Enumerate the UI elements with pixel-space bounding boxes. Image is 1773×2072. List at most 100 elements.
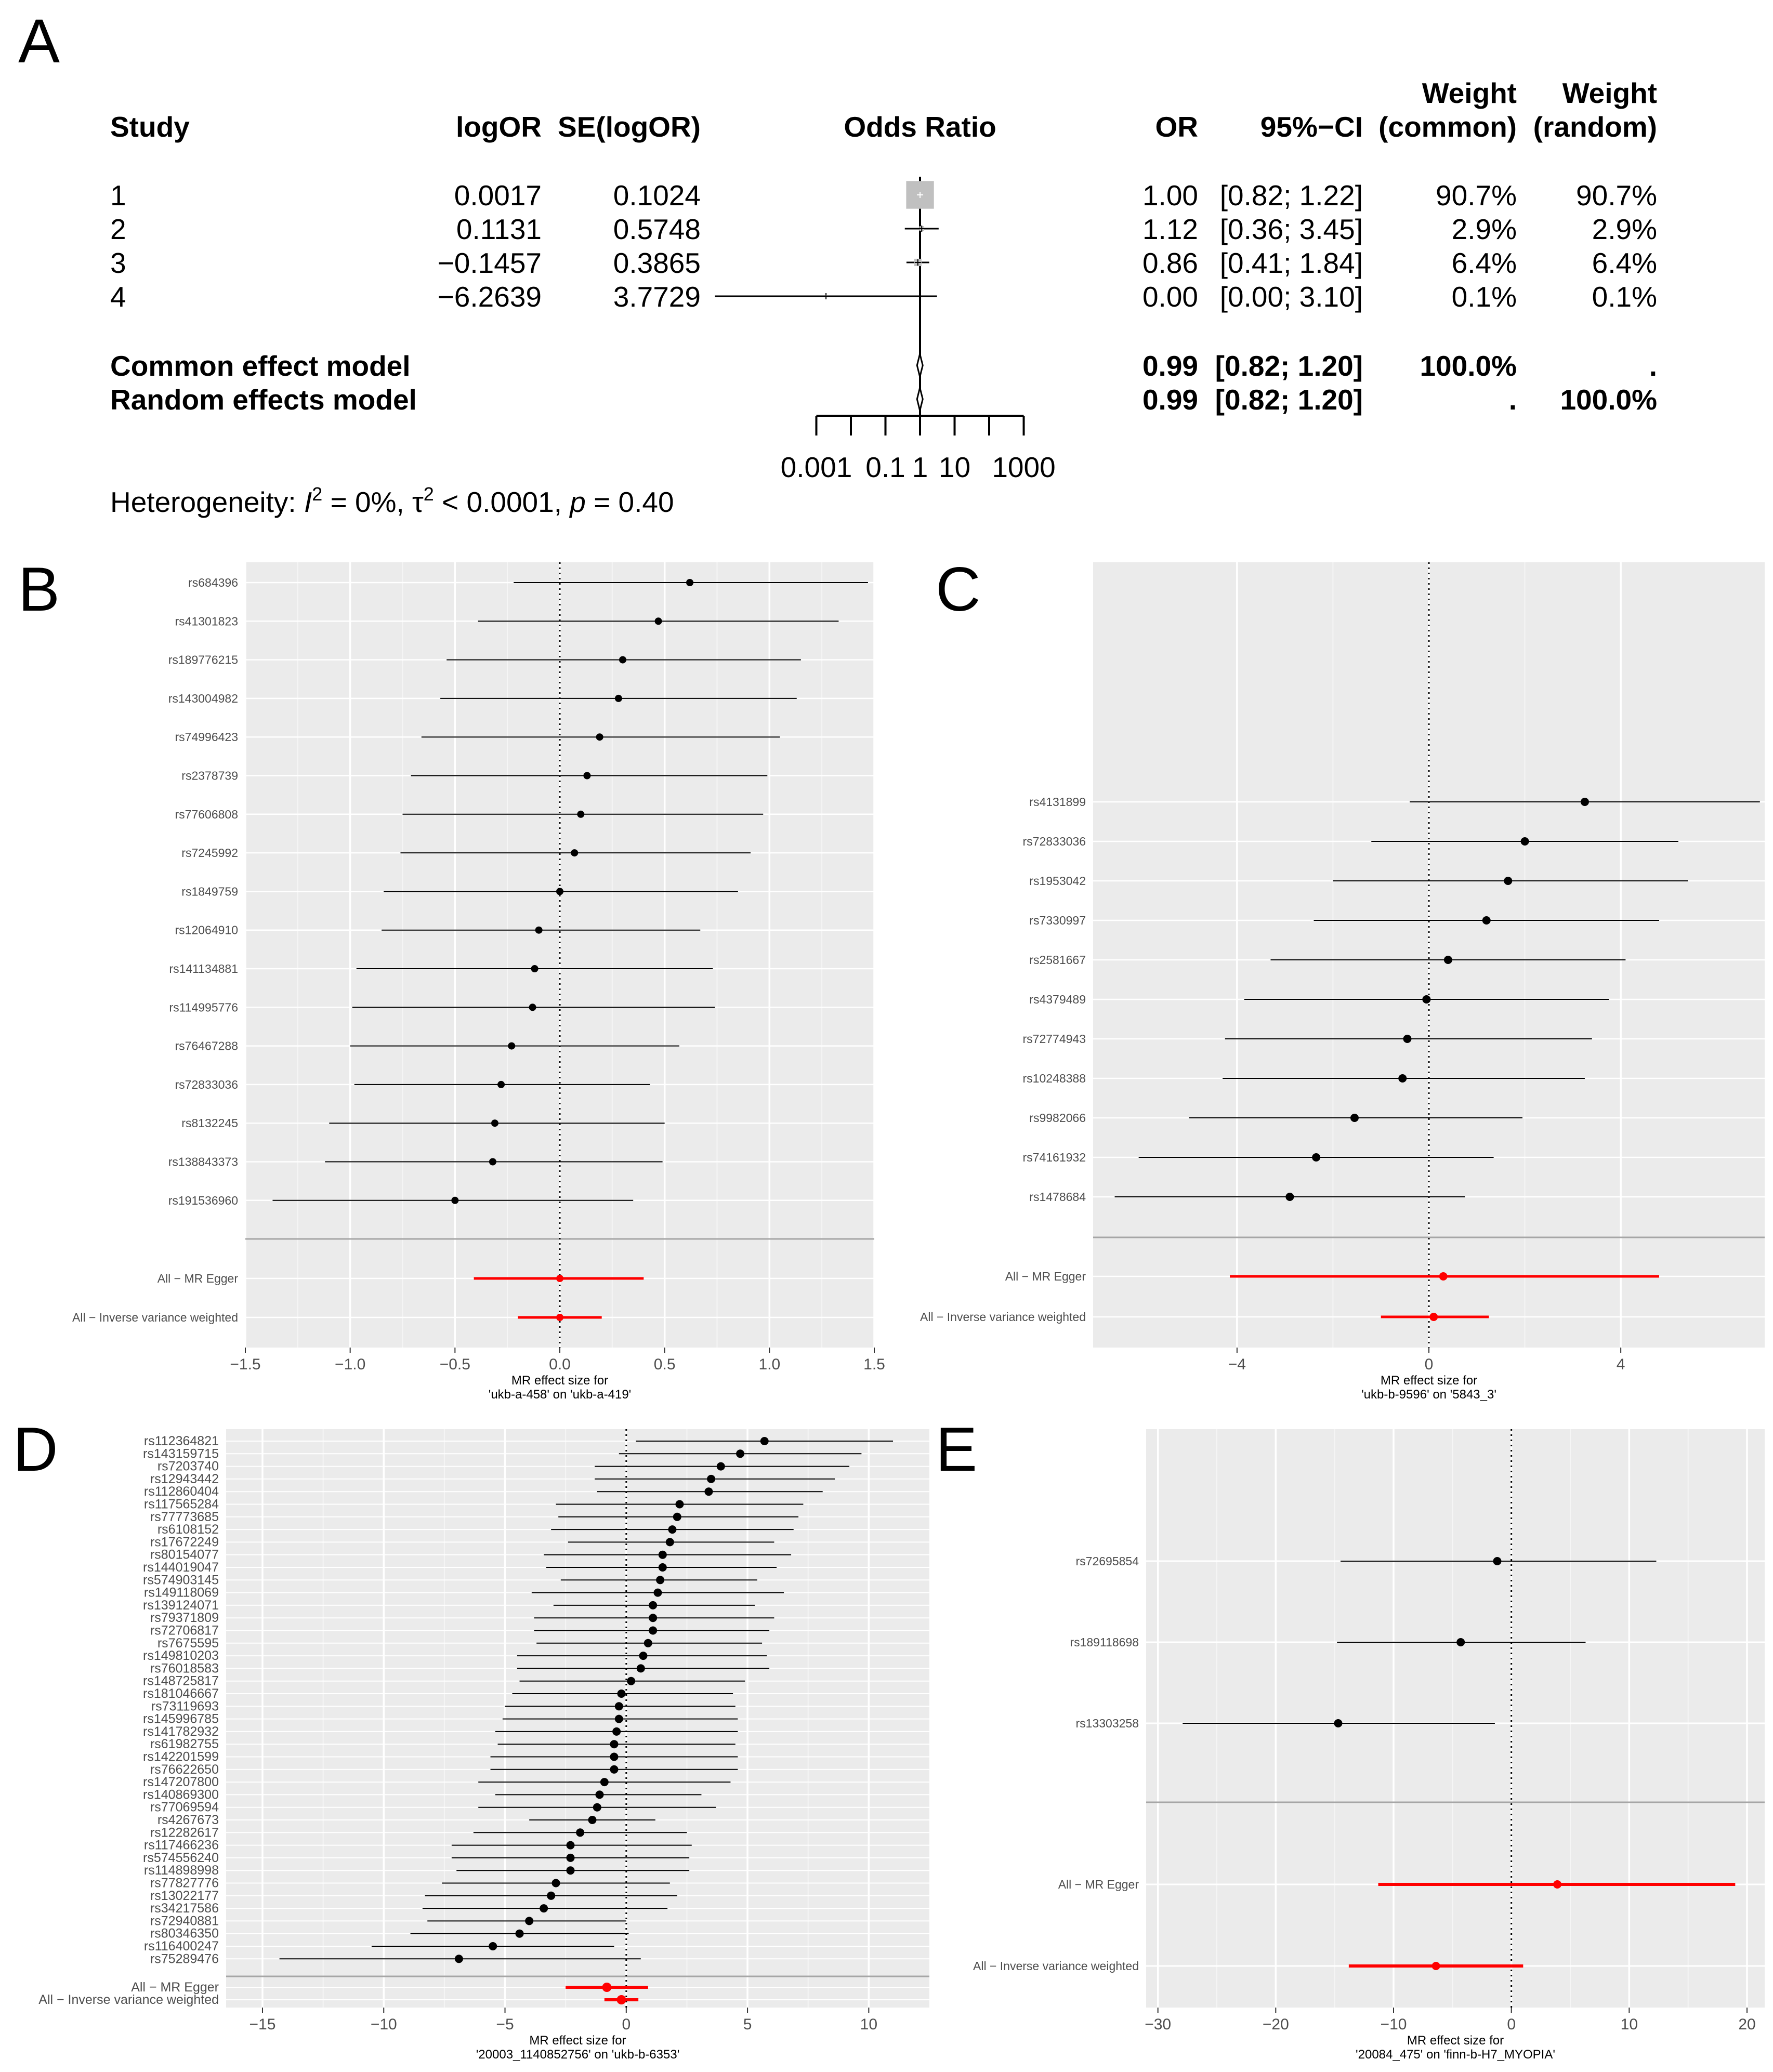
snp-estimate-point [593, 1803, 601, 1812]
snp-label: rs77827776 [150, 1876, 219, 1891]
x-axis-title: MR effect size for [1381, 1374, 1477, 1388]
model-name: Common effect model [110, 350, 411, 382]
snp-estimate-point [760, 1437, 769, 1445]
summary-label: All − MR Egger [157, 1272, 239, 1285]
study-logor: −6.2639 [438, 281, 542, 313]
snp-label: rs112860404 [144, 1484, 219, 1499]
snp-label: rs141782932 [143, 1724, 219, 1739]
x-tick-label: −10 [1381, 2016, 1407, 2033]
snp-label: rs80346350 [150, 1926, 219, 1941]
x-tick-label: −15 [249, 2016, 276, 2033]
snp-estimate-point [491, 1119, 498, 1127]
snp-estimate-point [649, 1626, 658, 1635]
x-tick-label: 0 [1425, 1356, 1434, 1373]
snp-label: rs1478684 [1029, 1190, 1086, 1204]
snp-label: rs76622650 [150, 1762, 219, 1777]
snp-label: rs141134881 [169, 962, 238, 975]
model-or: 0.99 [1142, 350, 1198, 382]
study-id: 4 [110, 281, 126, 313]
study-weight-common: 90.7% [1436, 179, 1517, 212]
heterogeneity-i-superscript: 2 [312, 483, 322, 505]
model-ci: [0.82; 1.20] [1215, 350, 1363, 382]
snp-estimate-point [489, 1942, 497, 1950]
x-tick-label: 1.0 [758, 1356, 780, 1373]
snp-label: rs4267673 [157, 1813, 219, 1827]
study-se: 0.1024 [613, 179, 701, 212]
snp-estimate-point [497, 1080, 505, 1088]
snp-estimate-point [612, 1727, 621, 1736]
header-se-logor: SE(logOR) [558, 111, 701, 143]
study-weight-random: 6.4% [1592, 247, 1657, 279]
snp-estimate-point [577, 810, 585, 818]
snp-estimate-point [614, 1702, 623, 1711]
snp-estimate-point [649, 1601, 658, 1609]
study-weight-common: 2.9% [1452, 213, 1517, 245]
study-weight-common: 0.1% [1452, 281, 1517, 313]
snp-label: rs117466236 [144, 1838, 219, 1853]
summary-estimate-point [1431, 1962, 1440, 1970]
snp-label: rs34217586 [150, 1901, 219, 1916]
snp-estimate-point [610, 1740, 619, 1749]
x-tick-label: −1.0 [335, 1356, 365, 1373]
summary-label: All − Inverse variance weighted [973, 1959, 1139, 1973]
panel-label-b: B [18, 555, 60, 624]
x-axis-title: MR effect size for [1407, 2034, 1504, 2048]
study-ci: [0.00; 3.10] [1220, 281, 1363, 313]
snp-label: rs191536960 [168, 1194, 238, 1207]
study-or: 1.12 [1142, 213, 1198, 245]
snp-label: rs116400247 [144, 1939, 219, 1954]
study-weight-random: 0.1% [1592, 281, 1657, 313]
snp-label: rs4379489 [1029, 993, 1086, 1006]
model-weight-common: 100.0% [1420, 350, 1517, 382]
header-weight-common-top: Weight [1422, 77, 1517, 109]
snp-label: rs80154077 [150, 1548, 219, 1562]
snp-estimate-point [614, 1714, 623, 1723]
snp-estimate-point [1334, 1719, 1343, 1727]
x-tick-label: 4 [1617, 1356, 1625, 1373]
heterogeneity-prefix: Heterogeneity: [110, 486, 304, 518]
snp-label: rs139124071 [143, 1598, 219, 1613]
snp-estimate-point [639, 1652, 648, 1660]
heterogeneity-tau-value: < 0.0001, [434, 486, 570, 518]
snp-estimate-point [619, 656, 626, 664]
summary-estimate-point [616, 1995, 626, 2004]
snp-label: rs72833036 [175, 1078, 239, 1091]
summary-estimate-point [1553, 1880, 1562, 1889]
snp-label: rs684396 [188, 576, 238, 589]
study-logor: −0.1457 [438, 247, 542, 279]
summary-label: All − MR Egger [131, 1980, 219, 1995]
snp-estimate-point [489, 1158, 496, 1166]
study-se: 3.7729 [613, 281, 701, 313]
snp-estimate-point [658, 1563, 667, 1572]
snp-estimate-point [508, 1042, 516, 1050]
snp-label: rs77069594 [150, 1800, 219, 1815]
snp-label: rs72833036 [1023, 835, 1086, 848]
snp-estimate-point [656, 1576, 665, 1585]
study-logor: 0.1131 [456, 213, 542, 245]
snp-estimate-point [649, 1614, 658, 1622]
snp-label: rs74996423 [175, 730, 239, 744]
snp-estimate-point [1350, 1114, 1359, 1122]
study-se: 0.3865 [613, 247, 701, 279]
snp-estimate-point [614, 694, 622, 702]
snp-estimate-point [600, 1778, 609, 1787]
or-axis-tick-label: 1000 [992, 451, 1055, 483]
snp-estimate-point [675, 1500, 684, 1509]
snp-label: rs72706817 [150, 1624, 219, 1638]
snp-estimate-point [551, 1879, 560, 1888]
study-id: 3 [110, 247, 126, 279]
snp-label: rs61982755 [150, 1737, 219, 1751]
snp-estimate-point [1482, 916, 1491, 925]
study-weight-random: 2.9% [1592, 213, 1657, 245]
snp-estimate-point [540, 1904, 548, 1913]
snp-label: rs79371809 [150, 1611, 219, 1625]
snp-estimate-point [571, 849, 579, 857]
snp-label: rs148725817 [143, 1674, 219, 1688]
snp-estimate-point [610, 1752, 619, 1761]
snp-label: rs73119693 [151, 1699, 219, 1713]
model-row: Common effect model 0.99 [0.82; 1.20] 10… [110, 350, 1657, 382]
snp-estimate-point [686, 579, 694, 586]
snp-label: rs76467288 [175, 1039, 239, 1053]
snp-estimate-point [1403, 1035, 1412, 1043]
x-tick-label: −0.5 [440, 1356, 470, 1373]
